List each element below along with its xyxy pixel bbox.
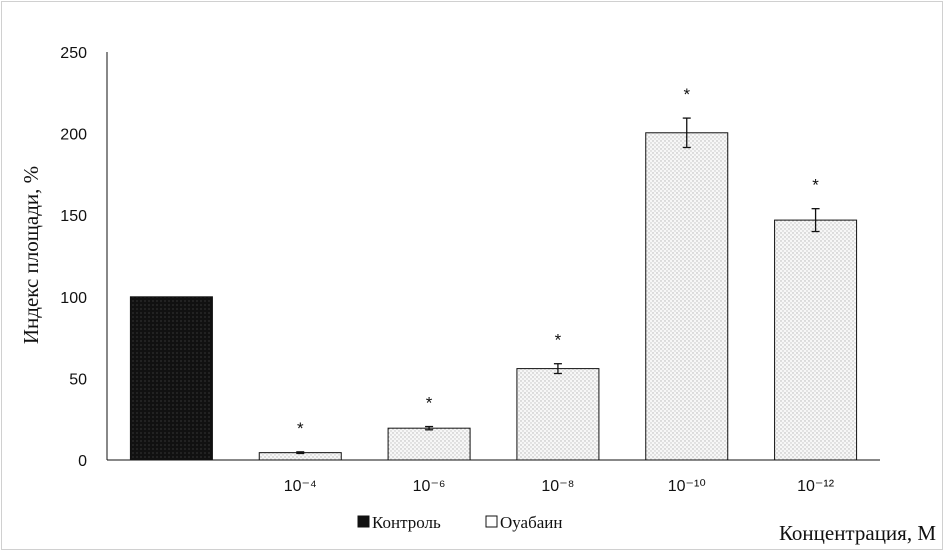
bar-control — [129, 296, 213, 461]
significance-star: * — [555, 331, 562, 350]
bar-ouabain — [645, 132, 729, 461]
y-axis-label: Индекс площади, % — [19, 166, 43, 344]
legend-label-control: Контроль — [372, 513, 441, 532]
y-tick-label: 0 — [78, 453, 87, 470]
x-tick-label: 10⁻¹² — [797, 478, 835, 495]
x-tick-label: 10⁻⁴ — [284, 478, 317, 495]
bar-ouabain — [516, 368, 600, 461]
legend-swatch-ouabain — [485, 515, 498, 528]
legend: Контроль Оуабаин — [357, 513, 563, 532]
legend-swatch-control — [357, 515, 370, 528]
y-tick-label: 200 — [60, 127, 87, 144]
bar-ouabain — [774, 219, 858, 461]
x-tick-label: 10⁻⁶ — [413, 478, 446, 495]
x-tick-label: 10⁻⁸ — [541, 478, 574, 495]
x-tick-label: 10⁻¹⁰ — [668, 478, 706, 495]
legend-label-ouabain: Оуабаин — [500, 513, 563, 532]
significance-star: * — [812, 176, 819, 195]
bar-ouabain — [387, 427, 471, 461]
y-tick-label: 150 — [60, 208, 87, 225]
x-axis-label: Концентрация, М — [779, 521, 936, 545]
significance-star: * — [426, 394, 433, 413]
y-tick-label: 50 — [69, 371, 87, 388]
y-tick-label: 250 — [60, 45, 87, 62]
significance-star: * — [297, 419, 304, 438]
y-tick-label: 100 — [60, 290, 87, 307]
significance-star: * — [683, 85, 690, 104]
